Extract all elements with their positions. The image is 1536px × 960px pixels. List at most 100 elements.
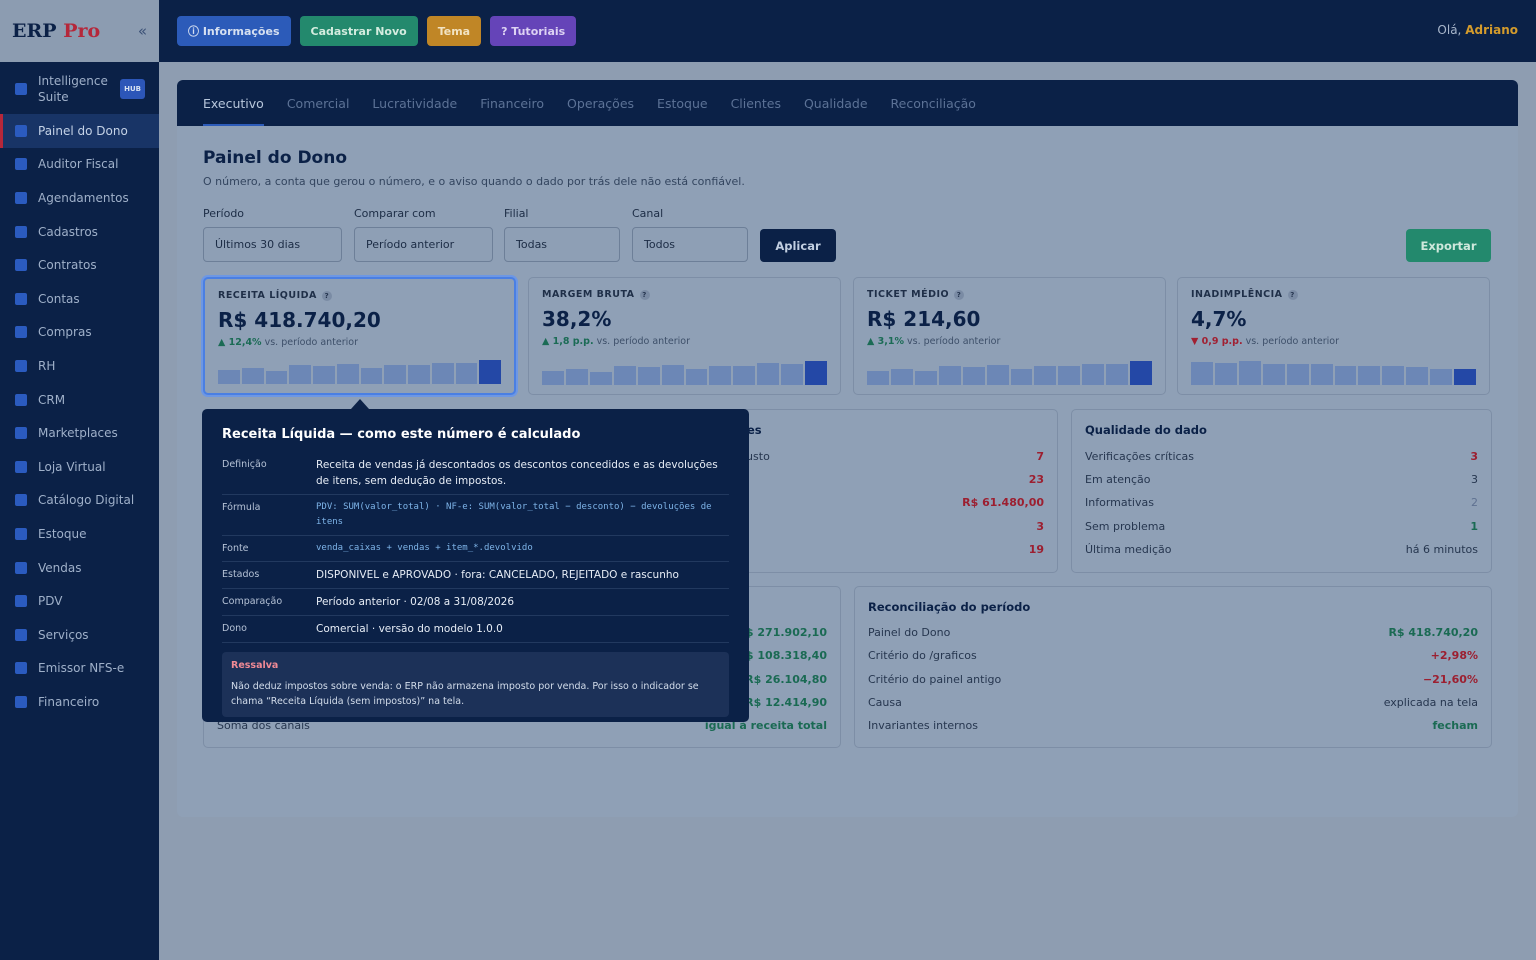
sidebar-item-contas[interactable]: Contas (0, 282, 159, 316)
collapse-sidebar-icon[interactable]: « (137, 22, 147, 40)
sparkline-bar (1286, 364, 1309, 385)
page-subtitle: O número, a conta que gerou o número, e … (203, 175, 745, 188)
sidebar-item-label: Loja Virtual (38, 459, 106, 474)
sidebar-item-emissor-nfse[interactable]: Emissor NFS-e (0, 652, 159, 686)
tab-qualidade[interactable]: Qualidade (803, 95, 868, 111)
sparkline-bar (1058, 366, 1081, 385)
help-icon[interactable]: ? (321, 290, 332, 301)
sidebar-item-painel-do-dono[interactable]: Painel do Dono (0, 114, 159, 148)
sparkline-bar (241, 367, 264, 384)
sparkline-bar (455, 363, 478, 384)
sidebar-item-intelligence-suite[interactable]: Intelligence Suite HUB (0, 62, 159, 114)
tab-operacoes[interactable]: Operações (567, 95, 635, 111)
kpi-delta: ▲ 1,8 p.p. vs. período anterior (542, 336, 690, 347)
tab-executivo[interactable]: Executivo (203, 80, 264, 126)
sidebar-item-cadastros[interactable]: Cadastros (0, 215, 159, 249)
tooltip-row-estados: Estados DISPONIVEL e APROVADO · fora: CAN… (222, 562, 729, 589)
sidebar-item-marketplaces[interactable]: Marketplaces (0, 416, 159, 450)
sparkline-bar (685, 369, 708, 385)
tooltip-value: Período anterior · 02/08 a 31/08/2026 (316, 596, 515, 608)
tab-financeiro[interactable]: Financeiro (480, 95, 545, 111)
sparkline-bar (1358, 366, 1381, 385)
kpi-inadimplencia[interactable]: INADIMPLÊNCIA? 4,7% ▼ 0,9 p.p. vs. perío… (1177, 277, 1490, 395)
sparkline-bar (962, 367, 985, 385)
export-button[interactable]: Exportar (1406, 229, 1491, 262)
sparkline-bar (313, 366, 335, 384)
kpi-receita-liquida[interactable]: RECEITA LÍQUIDA? R$ 418.740,20 ▲ 12,4% v… (203, 277, 516, 395)
sidebar-item-auditor-fiscal[interactable]: Auditor Fiscal (0, 148, 159, 182)
row-label: Causa (868, 696, 902, 709)
tooltip-value: Comercial · versão do modelo 1.0.0 (316, 623, 503, 635)
apply-button[interactable]: Aplicar (760, 229, 836, 262)
tab-reconciliacao[interactable]: Reconciliação (890, 95, 976, 111)
kpi-value: R$ 418.740,20 (218, 308, 381, 332)
help-icon[interactable]: ? (1287, 289, 1298, 300)
tab-estoque[interactable]: Estoque (657, 95, 708, 111)
sidebar-item-pdv[interactable]: PDV (0, 584, 159, 618)
sidebar-item-label: Financeiro (38, 694, 100, 709)
cadastrar-novo-button[interactable]: Cadastrar Novo (299, 16, 418, 46)
sidebar-item-label: Serviços (38, 627, 89, 642)
sparkline-bar (408, 365, 430, 384)
sidebar-item-compras[interactable]: Compras (0, 316, 159, 350)
sidebar-item-label: Compras (38, 325, 92, 340)
sidebar-item-loja-virtual[interactable]: Loja Virtual (0, 450, 159, 484)
sidebar-item-servicos[interactable]: Serviços (0, 618, 159, 652)
sidebar-item-catalogo-digital[interactable]: Catálogo Digital (0, 484, 159, 518)
row-label: Painel do Dono (868, 626, 951, 639)
help-icon[interactable]: ? (954, 289, 965, 300)
kpi-value: 4,7% (1191, 307, 1247, 331)
sparkline-bar (265, 371, 288, 384)
tooltip-key: Estados (222, 569, 260, 580)
sidebar-item-estoque[interactable]: Estoque (0, 517, 159, 551)
sidebar-item-vendas[interactable]: Vendas (0, 551, 159, 585)
canal-select[interactable]: Todos (632, 227, 748, 262)
kpi-explanation-tooltip: Receita Líquida — como este número é cal… (202, 399, 749, 722)
sparkline-bar (1430, 368, 1453, 385)
info-button[interactable]: ⓘ Informações (177, 16, 291, 46)
row-label: Soma dos canais (217, 719, 310, 732)
sparkline-bar (431, 362, 454, 384)
sidebar-item-label: Auditor Fiscal (38, 157, 119, 172)
sidebar-item-label: Contratos (38, 258, 97, 273)
sidebar-item-contratos[interactable]: Contratos (0, 248, 159, 282)
tab-clientes[interactable]: Clientes (730, 95, 781, 111)
sidebar-item-label: Catálogo Digital (38, 493, 135, 508)
user-name[interactable]: Adriano (1465, 23, 1518, 37)
module-icon (15, 662, 27, 675)
sparkline-bar (479, 360, 501, 384)
periodo-select[interactable]: Últimos 30 dias (203, 227, 342, 262)
sidebar-item-rh[interactable]: RH (0, 349, 159, 383)
comparar-select[interactable]: Período anterior (354, 227, 493, 262)
sidebar-item-financeiro[interactable]: Financeiro (0, 685, 159, 719)
help-icon[interactable]: ? (639, 289, 650, 300)
kpi-label: TICKET MÉDIO? (867, 289, 1152, 300)
panel-title: Reconciliação do período (868, 600, 1031, 614)
kpi-sparkline (1191, 359, 1477, 385)
alert-value: 3 (1036, 520, 1044, 533)
kpi-margem-bruta[interactable]: MARGEM BRUTA? 38,2% ▲ 1,8 p.p. vs. perío… (528, 277, 841, 395)
sparkline-bar (914, 370, 937, 385)
tooltip-row-definicao: Definição Receita de vendas já descontado… (222, 452, 729, 495)
sparkline-bar (1106, 364, 1129, 385)
row-value: +2,98% (1430, 649, 1478, 662)
sparkline-bar (1082, 363, 1105, 385)
alert-value: 19 (1028, 543, 1044, 556)
tab-lucratividade[interactable]: Lucratividade (372, 95, 458, 111)
sidebar-item-crm[interactable]: CRM (0, 383, 159, 417)
sparkline-bar (565, 368, 588, 385)
tooltip-row-fonte: Fonte venda_caixas + vendas + item_*.devo… (222, 536, 729, 562)
kpi-value: 38,2% (542, 307, 612, 331)
tutorials-button[interactable]: ? Tutoriais (490, 16, 577, 46)
row-label: Critério do /graficos (868, 649, 977, 662)
kpi-ticket-medio[interactable]: TICKET MÉDIO? R$ 214,60 ▲ 3,1% vs. perío… (853, 277, 1166, 395)
sparkline-bar (1238, 361, 1261, 385)
theme-button[interactable]: Tema (426, 16, 482, 46)
filial-select[interactable]: Todas (504, 227, 620, 262)
module-icon (15, 494, 27, 507)
sidebar-item-agendamentos[interactable]: Agendamentos (0, 181, 159, 215)
sidebar-item-label: PDV (38, 594, 63, 609)
module-icon (15, 561, 27, 574)
tab-comercial[interactable]: Comercial (286, 95, 350, 111)
module-icon (15, 427, 27, 440)
